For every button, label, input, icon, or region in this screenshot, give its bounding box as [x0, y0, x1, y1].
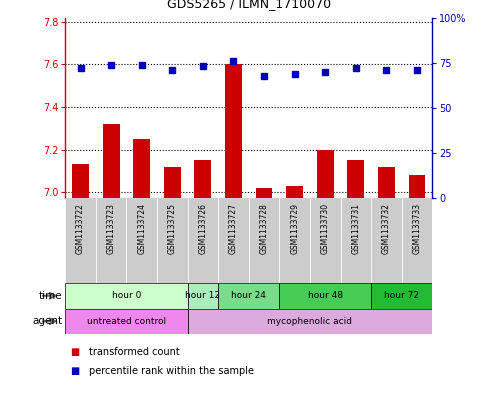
Text: hour 48: hour 48	[308, 291, 343, 300]
Text: GSM1133728: GSM1133728	[259, 203, 269, 253]
Bar	[225, 64, 242, 198]
Bar	[371, 198, 402, 283]
Bar	[409, 175, 426, 198]
Text: agent: agent	[33, 316, 63, 326]
Bar	[65, 198, 96, 283]
Bar	[164, 167, 181, 198]
Text: hour 0: hour 0	[112, 291, 141, 300]
Bar	[133, 139, 150, 198]
Bar	[65, 283, 187, 309]
Bar	[187, 309, 432, 334]
Bar	[72, 164, 89, 198]
Text: percentile rank within the sample: percentile rank within the sample	[89, 366, 255, 376]
Text: GSM1133731: GSM1133731	[351, 203, 360, 254]
Bar	[317, 150, 334, 198]
Text: GSM1133723: GSM1133723	[107, 203, 115, 254]
Bar	[187, 283, 218, 309]
Text: GSM1133724: GSM1133724	[137, 203, 146, 254]
Text: GSM1133722: GSM1133722	[76, 203, 85, 253]
Bar	[341, 198, 371, 283]
Bar	[279, 283, 371, 309]
Bar	[96, 198, 127, 283]
Bar	[279, 198, 310, 283]
Text: mycophenolic acid: mycophenolic acid	[268, 317, 353, 326]
Bar	[218, 198, 249, 283]
Bar	[127, 198, 157, 283]
Text: hour 24: hour 24	[231, 291, 266, 300]
Text: GSM1133729: GSM1133729	[290, 203, 299, 254]
Bar	[347, 160, 364, 198]
Bar	[402, 198, 432, 283]
Text: transformed count: transformed count	[89, 347, 180, 357]
Bar	[187, 198, 218, 283]
Text: GSM1133733: GSM1133733	[412, 203, 422, 254]
Bar	[218, 283, 279, 309]
Text: GDS5265 / ILMN_1710070: GDS5265 / ILMN_1710070	[167, 0, 331, 10]
Text: untreated control: untreated control	[87, 317, 166, 326]
Bar	[378, 167, 395, 198]
Text: GSM1133732: GSM1133732	[382, 203, 391, 254]
Bar	[157, 198, 187, 283]
Bar	[249, 198, 279, 283]
Bar	[371, 283, 432, 309]
Text: GSM1133730: GSM1133730	[321, 203, 330, 254]
Text: hour 72: hour 72	[384, 291, 419, 300]
Text: GSM1133725: GSM1133725	[168, 203, 177, 254]
Bar	[103, 124, 119, 198]
Bar	[256, 188, 272, 198]
Bar	[65, 309, 187, 334]
Text: GSM1133726: GSM1133726	[199, 203, 207, 254]
Text: time: time	[39, 291, 63, 301]
Text: GSM1133727: GSM1133727	[229, 203, 238, 254]
Text: ■: ■	[70, 366, 79, 376]
Text: ■: ■	[70, 347, 79, 357]
Bar	[195, 160, 211, 198]
Bar	[310, 198, 341, 283]
Text: hour 12: hour 12	[185, 291, 220, 300]
Bar	[286, 186, 303, 198]
